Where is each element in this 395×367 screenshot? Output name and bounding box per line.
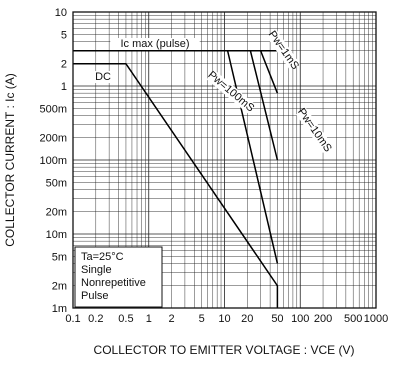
dc-label-group: DC (94, 71, 112, 83)
y-tick-label: 500m (39, 103, 67, 115)
y-tick-label: 2 (61, 59, 67, 71)
grid-layer (73, 12, 376, 308)
x-tick-label: 100 (291, 313, 309, 325)
conditions-line: Nonrepetitive (81, 277, 146, 289)
x-tick-label: 50 (271, 313, 283, 325)
pw-100ms-label-group: Pw=100mS (205, 69, 256, 115)
conditions-line: Single (81, 264, 112, 276)
y-tick-label: 200m (39, 133, 67, 145)
plot-frame (72, 11, 377, 309)
conditions-line: Ta=25°C (81, 251, 124, 263)
ic-max-label: Ic max (pulse) (120, 38, 189, 50)
conditions-box (74, 246, 163, 308)
x-tick-label: 0.1 (65, 313, 80, 325)
dc-label: DC (95, 71, 111, 83)
x-tick-label: 10 (218, 313, 230, 325)
y-tick-label: 20m (46, 207, 67, 219)
x-tick-label: 0.5 (118, 313, 133, 325)
tick-layer: 0.1 0.2 0.5 1 2 5 10 20 50 100 200 500 1000 10 5 2 1 500m… (39, 7, 388, 325)
y-tick-label: 100m (39, 155, 67, 167)
y-axis-label: COLLECTOR CURRENT : Ic (A) (3, 73, 17, 247)
dc-label-bg (94, 71, 112, 83)
x-tick-label: 200 (314, 313, 332, 325)
x-tick-label: 1 (146, 313, 152, 325)
y-tick-label: 50m (46, 177, 67, 189)
y-tick-label: 10 (55, 7, 67, 19)
pw-10ms-label: Pw=10mS (295, 106, 334, 154)
pw-10ms-label-group: Pw=10mS (295, 106, 334, 154)
x-tick-label: 20 (241, 313, 253, 325)
y-tick-label: 2m (52, 281, 67, 293)
pw-10ms-label-bg (296, 107, 333, 153)
y-tick-label: 1 (61, 81, 67, 93)
pw-1ms-label-bg (266, 30, 301, 71)
x-axis-label: COLLECTOR TO EMITTER VOLTAGE : VCE (V) (94, 343, 355, 357)
pw-100ms-label-bg (206, 70, 256, 114)
ic-max-label-group: Ic max (pulse) (110, 38, 200, 50)
x-tick-label: 1000 (364, 313, 388, 325)
ic-max-label-bg (110, 38, 200, 50)
y-tick-label: 5 (61, 29, 67, 41)
series-layer (73, 49, 279, 308)
series-line (73, 62, 279, 308)
pw-100ms-label: Pw=100mS (205, 69, 256, 115)
y-tick-label: 5m (52, 251, 67, 263)
y-tick-label: 1m (52, 303, 67, 315)
x-tick-label: 5 (199, 313, 205, 325)
x-tick-label: 500 (344, 313, 362, 325)
x-tick-label: 2 (168, 313, 174, 325)
x-tick-label: 0.2 (88, 313, 103, 325)
conditions-line: Pulse (81, 290, 109, 302)
y-tick-label: 10m (46, 229, 67, 241)
annotation-layer: Ic max (pulse)DCPw=1mSPw=100mSPw=10mSTa=… (74, 29, 334, 308)
